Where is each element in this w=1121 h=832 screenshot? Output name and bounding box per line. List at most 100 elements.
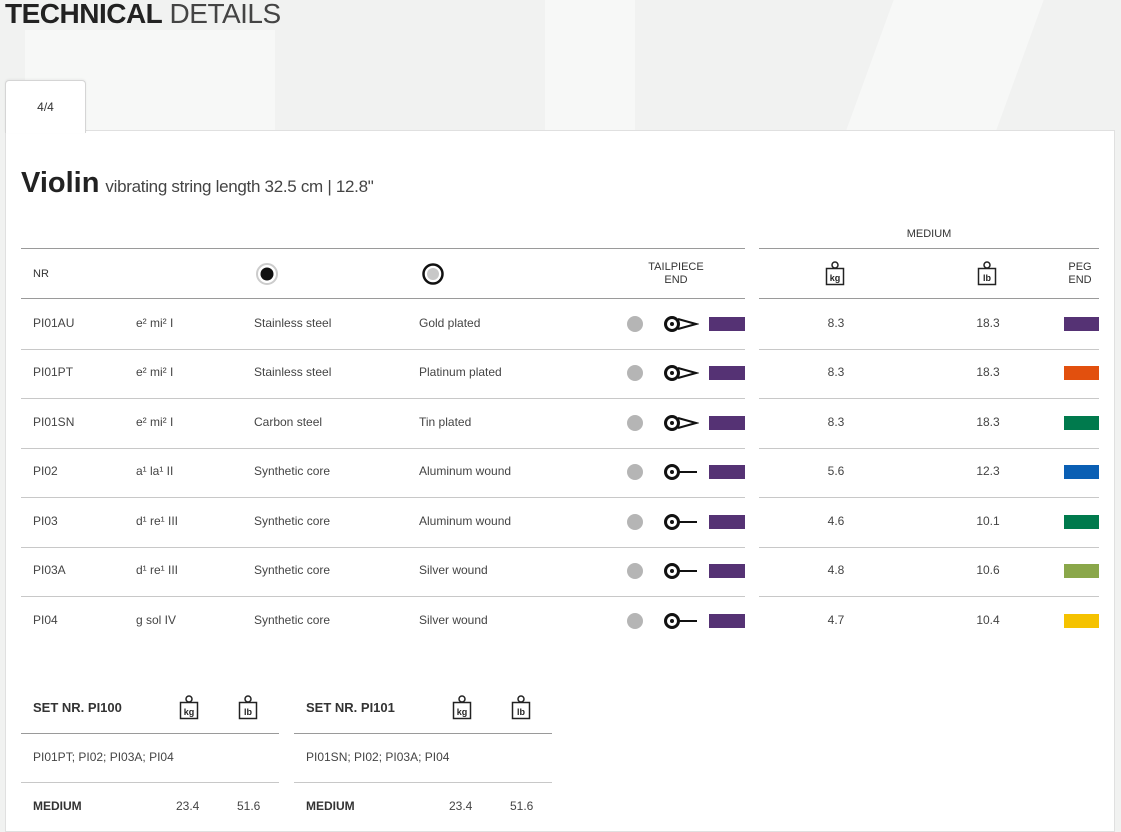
ball-end-icon: [664, 513, 697, 530]
string-nr: PI03A: [33, 563, 66, 578]
tailpiece-color-swatch: [709, 415, 745, 430]
set-header-rule: [294, 733, 552, 734]
row-divider: [759, 348, 1099, 350]
tailpiece-color-swatch: [709, 316, 745, 331]
string-core: Synthetic core: [254, 513, 331, 528]
string-winding: Aluminum wound: [419, 513, 512, 528]
tension-kg: 4.6: [827, 513, 845, 528]
instrument-heading: Violin vibrating string length 32.5 cm | …: [21, 167, 374, 200]
peg-color-swatch: [1064, 514, 1099, 529]
tension-lb: 10.6: [976, 563, 1000, 578]
svg-text:kg: kg: [830, 273, 841, 283]
ball-end-icon: [664, 464, 697, 481]
tension-group-label: MEDIUM: [906, 228, 952, 240]
string-core: Synthetic core: [254, 563, 331, 578]
tension-kg: 8.3: [827, 365, 845, 380]
header-bottom-rule: [21, 298, 745, 299]
tailpiece-color-swatch: [709, 564, 745, 579]
peg-color-swatch: [1064, 415, 1099, 430]
set-tension-label: MEDIUM: [33, 799, 82, 813]
string-status-dot: [627, 513, 643, 530]
ball-end-icon: [664, 612, 697, 629]
string-nr: PI03: [33, 513, 58, 528]
set-lb: 51.6: [237, 799, 261, 813]
background-shape: [846, 0, 1044, 130]
tab-4-4[interactable]: 4/4: [5, 80, 86, 133]
string-status-dot: [627, 612, 643, 629]
header-top-rule: [21, 248, 745, 249]
set-label: SET NR. PI100: [33, 700, 122, 715]
set-lb: 51.6: [510, 799, 534, 813]
kg-weight-icon: kg: [452, 695, 472, 720]
tension-lb: 10.4: [976, 612, 1000, 627]
row-divider: [21, 398, 745, 399]
set-strings: PI01SN; PI02; PI03A; PI04: [306, 750, 450, 764]
string-nr: PI04: [33, 612, 58, 627]
string-note: a¹ la¹ II: [136, 464, 174, 479]
tension-lb: 12.3: [976, 464, 1000, 479]
row-divider: [21, 447, 745, 449]
string-core: Synthetic core: [254, 464, 331, 479]
tension-lb: 10.1: [976, 513, 1000, 528]
svg-text:kg: kg: [457, 707, 468, 717]
lb-weight-icon: lb: [238, 695, 258, 720]
row-divider: [759, 497, 1099, 498]
string-status-dot: [627, 563, 643, 580]
background-shape: [545, 0, 635, 130]
tailpiece-color-swatch: [709, 366, 745, 381]
string-winding: Platinum plated: [419, 365, 502, 380]
svg-text:lb: lb: [517, 707, 526, 717]
string-note: g sol IV: [136, 612, 177, 627]
string-winding: Gold plated: [419, 315, 481, 330]
set-kg: 23.4: [176, 799, 200, 813]
string-winding: Tin plated: [419, 414, 472, 429]
peg-color-swatch: [1064, 564, 1099, 579]
set-label: SET NR. PI101: [306, 700, 395, 715]
string-nr: PI01PT: [33, 365, 74, 380]
tension-lb: 18.3: [976, 414, 1000, 429]
tension-kg: 8.3: [827, 414, 845, 429]
peg-color-swatch: [1064, 366, 1099, 381]
kg-weight-icon: kg: [179, 695, 199, 720]
ball-end-icon: [664, 563, 697, 580]
row-divider: [21, 348, 745, 350]
tailpiece-color-swatch: [709, 465, 745, 480]
header-bottom-rule-right: [759, 298, 1099, 299]
tension-kg: 4.7: [827, 612, 845, 627]
set-tension-label: MEDIUM: [306, 799, 355, 813]
string-winding: Aluminum wound: [419, 464, 512, 479]
row-divider: [21, 546, 745, 548]
string-nr: PI01SN: [33, 414, 75, 429]
string-note: e² mi² I: [136, 315, 174, 330]
loop-end-icon: [664, 414, 699, 431]
peg-color-swatch: [1064, 316, 1099, 331]
core-icon: [256, 263, 278, 285]
row-divider: [759, 447, 1099, 449]
lb-weight-icon: lb: [977, 261, 997, 286]
svg-text:kg: kg: [184, 707, 195, 717]
string-nr: PI01AU: [33, 315, 75, 330]
page-title: TECHNICAL DETAILS: [5, 0, 281, 29]
string-note: e² mi² I: [136, 414, 174, 429]
string-note: d¹ re¹ III: [136, 563, 179, 578]
string-status-dot: [627, 414, 643, 431]
instrument-name: Violin: [21, 167, 100, 199]
instrument-description: vibrating string length 32.5 cm | 12.8": [105, 177, 374, 196]
string-status-dot: [627, 365, 643, 382]
tailpiece-end-header: TAILPIECE END: [648, 261, 704, 286]
peg-end-header: PEG END: [1068, 261, 1092, 286]
svg-text:lb: lb: [244, 707, 253, 717]
set-strings: PI01PT; PI02; PI03A; PI04: [33, 750, 174, 764]
header-top-rule-right: [759, 248, 1099, 249]
set-divider: [21, 782, 279, 783]
peg-color-swatch: [1064, 613, 1099, 628]
string-status-dot: [627, 315, 643, 332]
row-divider: [21, 596, 745, 597]
set-header-rule: [21, 733, 279, 734]
lb-weight-icon: lb: [511, 695, 531, 720]
set-kg: 23.4: [449, 799, 473, 813]
string-status-dot: [627, 464, 643, 481]
loop-end-icon: [664, 315, 699, 332]
string-winding: Silver wound: [419, 612, 488, 627]
tension-lb: 18.3: [976, 315, 1000, 330]
